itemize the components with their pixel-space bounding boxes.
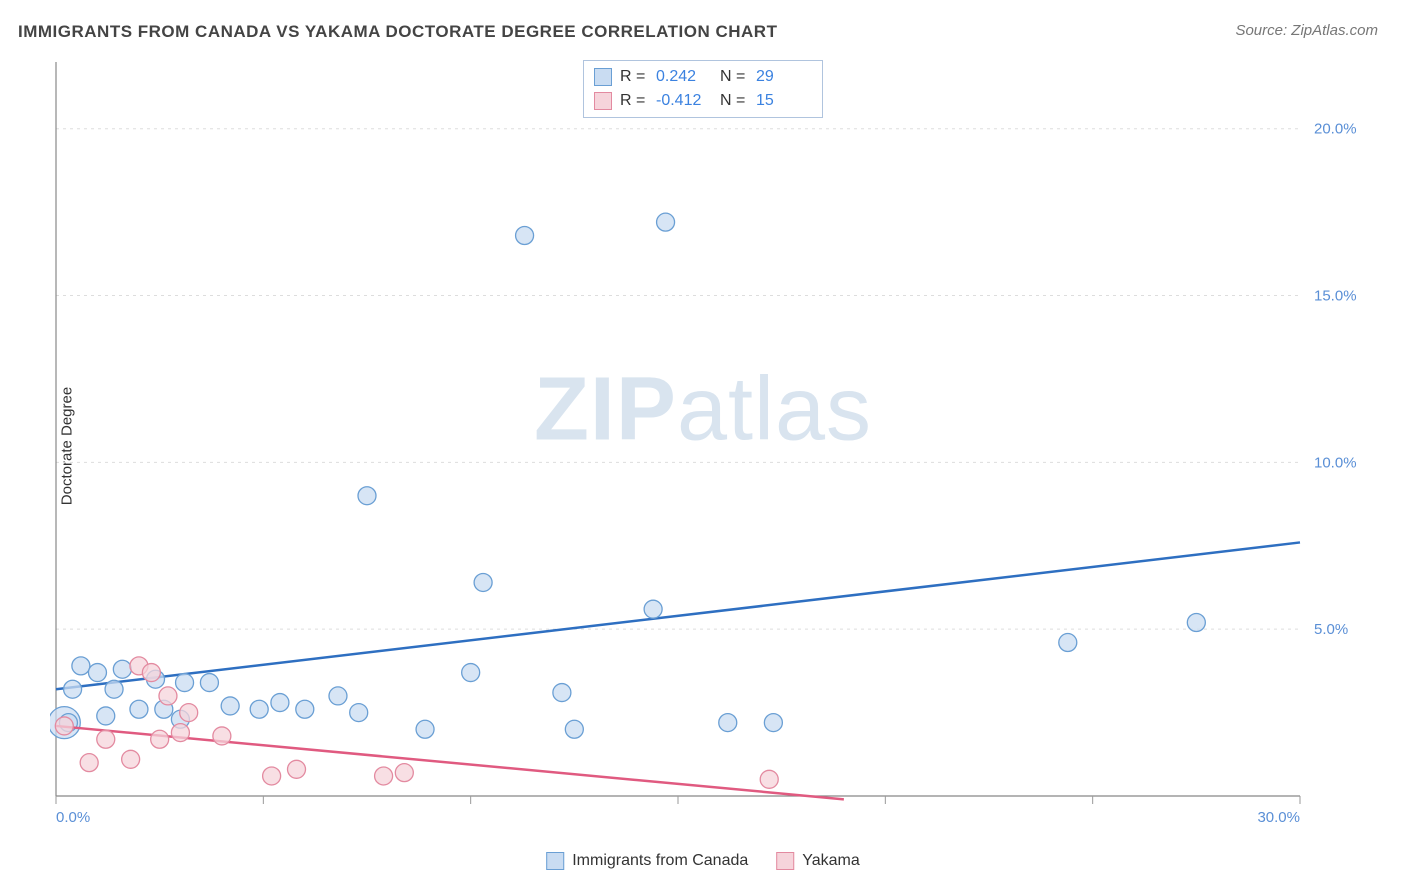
series-legend: Immigrants from Canada Yakama — [546, 852, 860, 870]
legend-r-value-2: -0.412 — [656, 89, 712, 113]
legend-r-value-1: 0.242 — [656, 65, 712, 89]
legend-bottom-swatch-2 — [776, 852, 794, 870]
correlation-legend: R = 0.242 N = 29 R = -0.412 N = 15 — [583, 60, 823, 118]
legend-item-1: Immigrants from Canada — [546, 852, 748, 870]
legend-r-label-2: R = — [620, 89, 648, 113]
legend-row-2: R = -0.412 N = 15 — [594, 89, 812, 113]
legend-r-label-1: R = — [620, 65, 648, 89]
legend-row-1: R = 0.242 N = 29 — [594, 65, 812, 89]
legend-n-value-1: 29 — [756, 65, 812, 89]
chart-svg: 5.0% 10.0% 15.0% 20.0% 0.0% 30.0% — [50, 56, 1380, 836]
chart-title: IMMIGRANTS FROM CANADA VS YAKAMA DOCTORA… — [18, 22, 777, 42]
legend-n-label-1: N = — [720, 65, 748, 89]
svg-text:5.0%: 5.0% — [1314, 621, 1348, 638]
svg-text:10.0%: 10.0% — [1314, 454, 1357, 471]
svg-text:15.0%: 15.0% — [1314, 288, 1357, 305]
legend-n-label-2: N = — [720, 89, 748, 113]
svg-text:0.0%: 0.0% — [56, 809, 90, 826]
legend-swatch-1 — [594, 68, 612, 86]
legend-bottom-swatch-1 — [546, 852, 564, 870]
svg-text:30.0%: 30.0% — [1257, 809, 1300, 826]
source-attribution: Source: ZipAtlas.com — [1235, 22, 1378, 39]
legend-n-value-2: 15 — [756, 89, 812, 113]
legend-item-2: Yakama — [776, 852, 860, 870]
legend-bottom-label-2: Yakama — [802, 852, 860, 870]
scatter-plot: 5.0% 10.0% 15.0% 20.0% 0.0% 30.0% — [50, 56, 1380, 836]
legend-bottom-label-1: Immigrants from Canada — [572, 852, 748, 870]
svg-text:20.0%: 20.0% — [1314, 121, 1357, 138]
legend-swatch-2 — [594, 92, 612, 110]
